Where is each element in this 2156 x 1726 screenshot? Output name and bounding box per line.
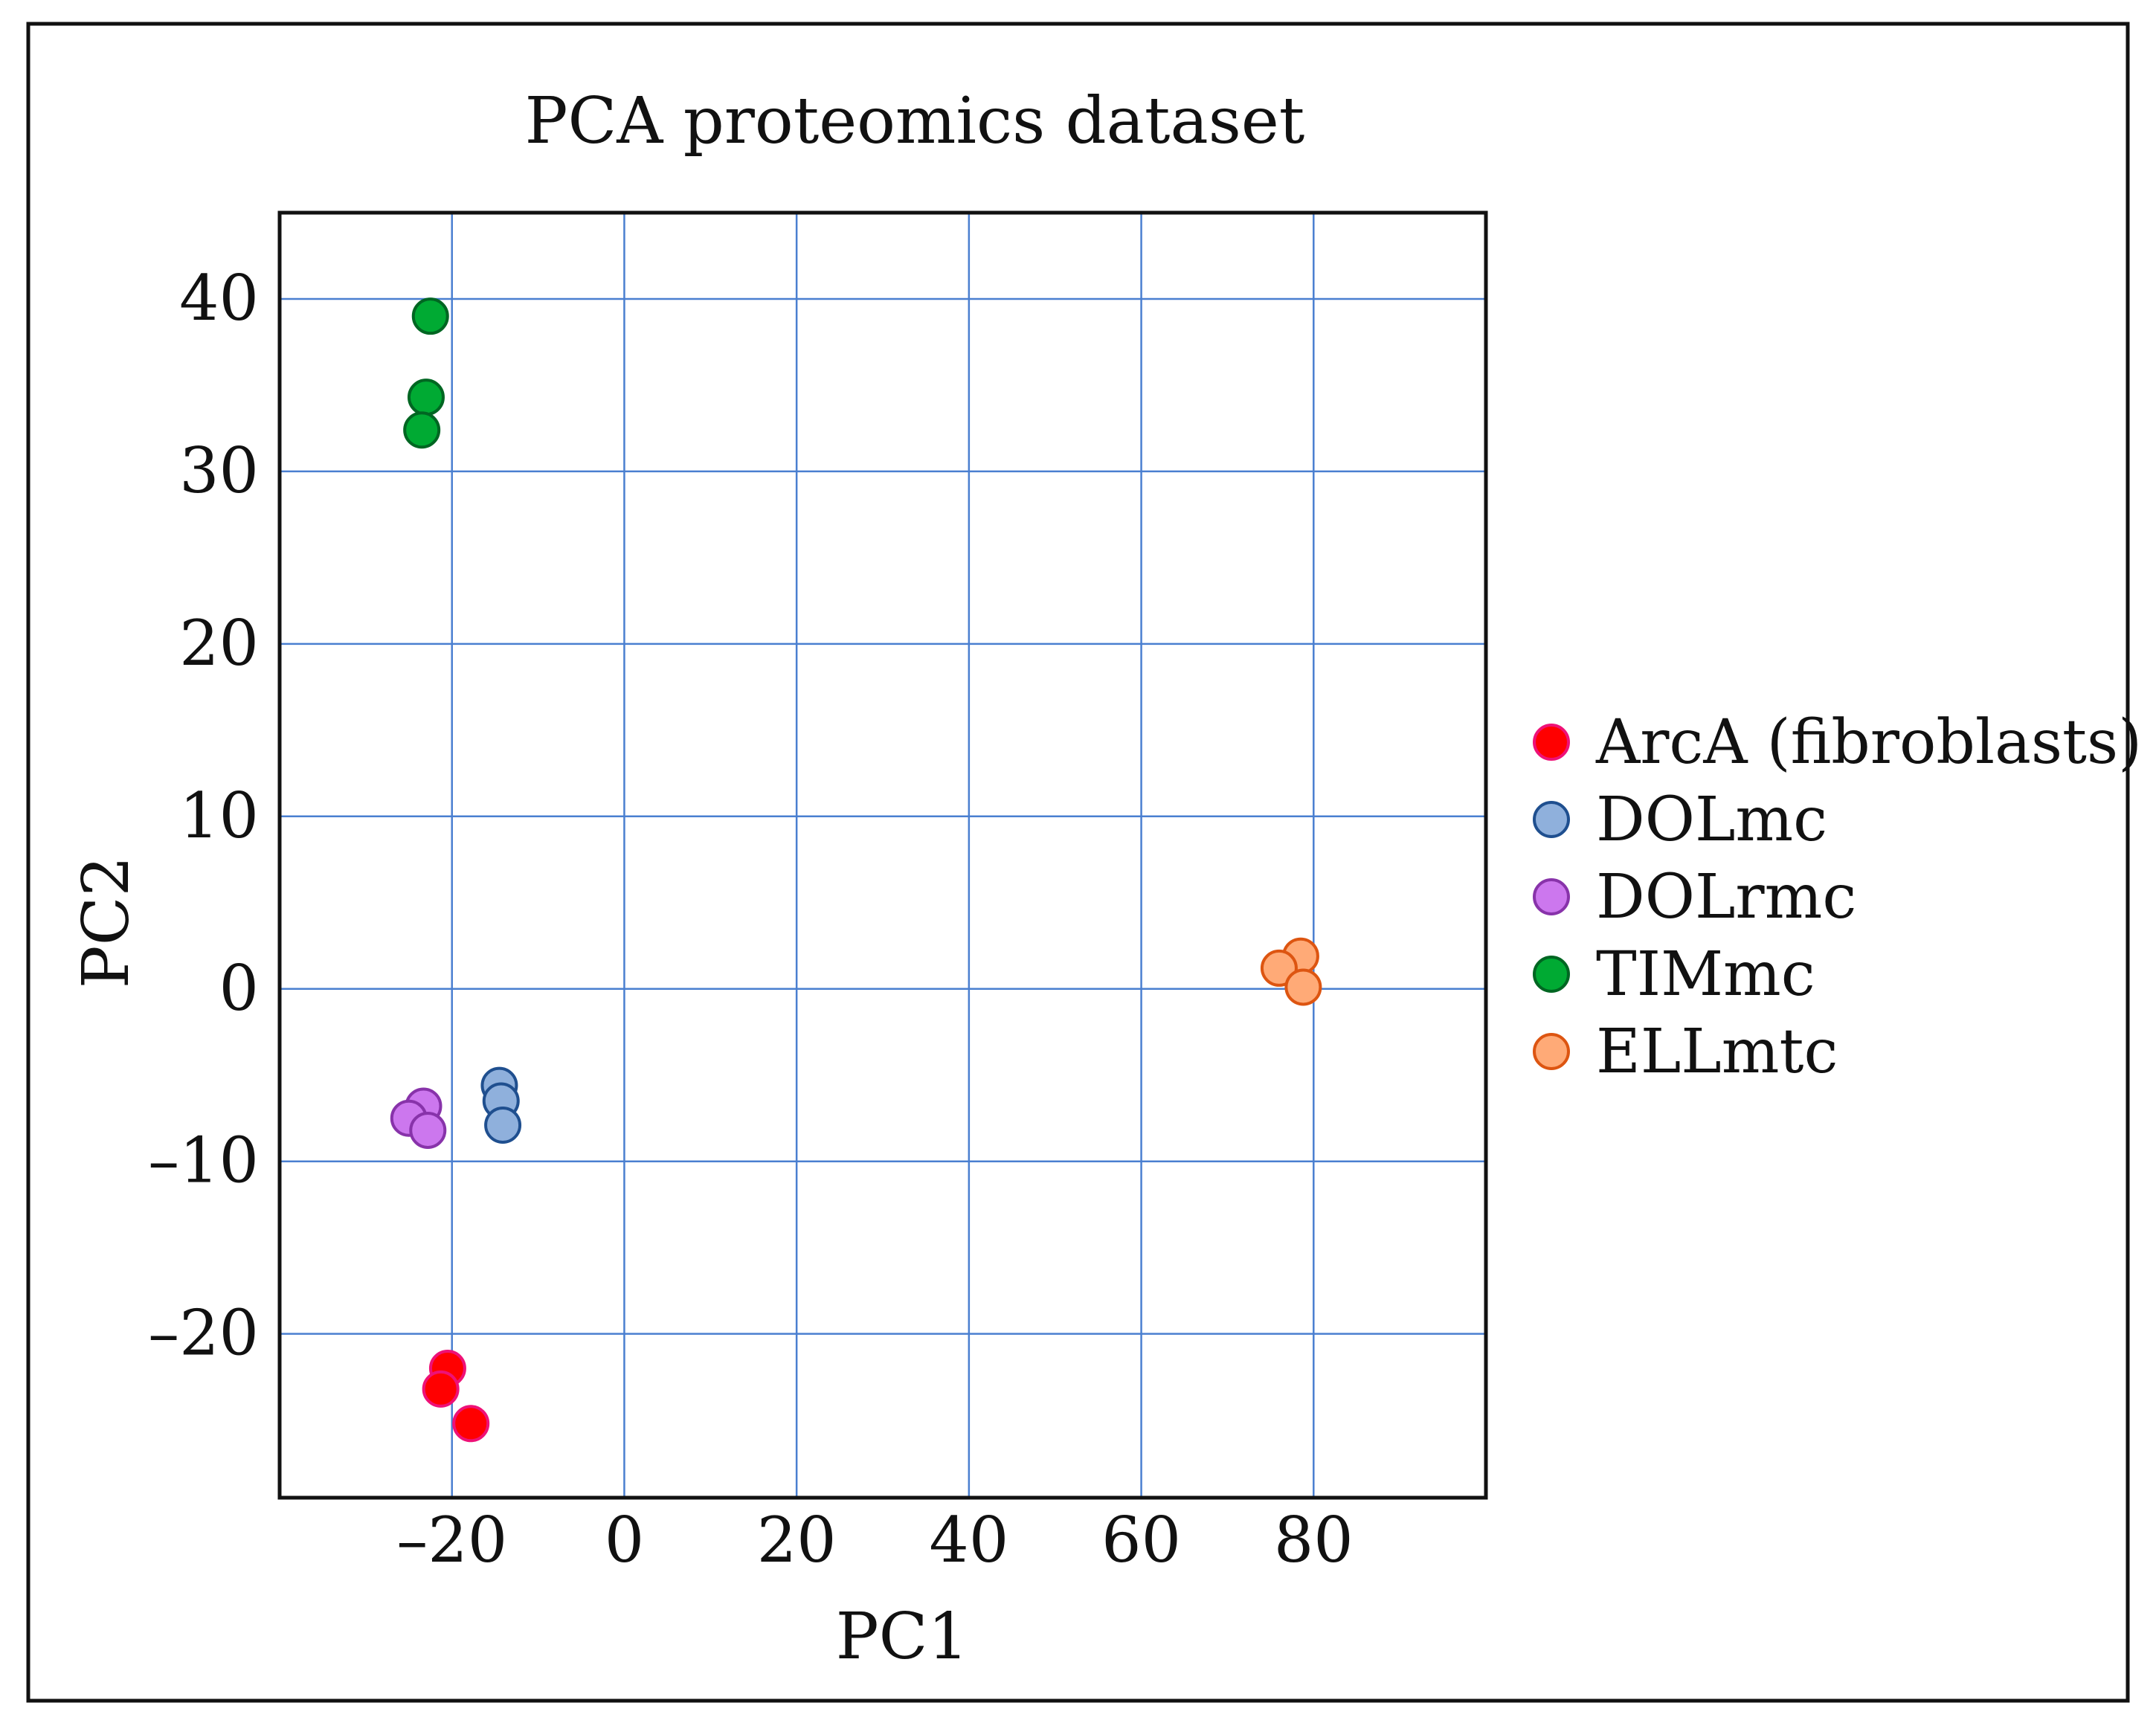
legend-marker bbox=[1533, 878, 1570, 915]
legend-marker bbox=[1533, 801, 1570, 838]
data-point bbox=[1260, 949, 1298, 987]
data-point bbox=[409, 1111, 447, 1149]
y-tick-label: 0 bbox=[219, 952, 259, 1025]
data-point bbox=[403, 411, 441, 449]
legend-label: ELLmtc bbox=[1596, 1017, 1838, 1087]
data-point bbox=[422, 1370, 460, 1408]
y-tick-labels: –20 –10 0 10 20 30 40 bbox=[148, 262, 259, 1370]
legend-label: DOLrmc bbox=[1596, 862, 1856, 933]
y-tick-label: 40 bbox=[179, 262, 259, 335]
legend-label: DOLmc bbox=[1596, 785, 1827, 855]
grid-layer bbox=[280, 213, 1486, 1498]
legend-label: TIMmc bbox=[1596, 939, 1815, 1010]
y-tick-label: 10 bbox=[179, 779, 259, 852]
x-tick-labels: –20 0 20 40 60 80 bbox=[396, 1504, 1353, 1577]
x-tick-label: 0 bbox=[605, 1504, 644, 1577]
chart-title: PCA proteomics dataset bbox=[525, 84, 1305, 158]
data-points bbox=[390, 297, 1322, 1443]
y-tick-label: 20 bbox=[179, 607, 259, 680]
y-tick-label: –10 bbox=[148, 1124, 259, 1197]
y-tick-label: 30 bbox=[179, 434, 259, 507]
x-tick-label: –20 bbox=[396, 1504, 507, 1577]
x-axis-label: PC1 bbox=[836, 1600, 968, 1674]
data-point bbox=[1284, 968, 1322, 1006]
x-tick-label: 40 bbox=[929, 1504, 1008, 1577]
legend-marker bbox=[1533, 724, 1570, 761]
data-point bbox=[411, 297, 449, 335]
y-tick-label: –20 bbox=[148, 1297, 259, 1370]
plot-area-border bbox=[277, 210, 1488, 1500]
data-point bbox=[452, 1405, 490, 1443]
data-point bbox=[407, 379, 445, 416]
data-point bbox=[484, 1106, 522, 1144]
legend-marker bbox=[1533, 956, 1570, 993]
legend-label: ArcA (fibroblasts) bbox=[1595, 707, 2142, 778]
legend-marker bbox=[1533, 1033, 1570, 1070]
figure-frame bbox=[26, 22, 2130, 1703]
x-tick-label: 60 bbox=[1101, 1504, 1181, 1577]
x-tick-label: 80 bbox=[1274, 1504, 1354, 1577]
x-tick-label: 20 bbox=[757, 1504, 837, 1577]
y-axis-label: PC2 bbox=[69, 856, 144, 988]
